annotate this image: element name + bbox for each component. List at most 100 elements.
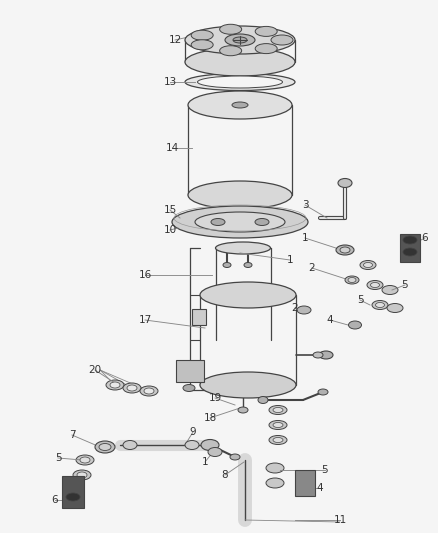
Ellipse shape — [372, 301, 388, 310]
Ellipse shape — [233, 37, 247, 43]
Text: 2: 2 — [309, 263, 315, 273]
Ellipse shape — [144, 388, 154, 394]
Text: 7: 7 — [69, 430, 75, 440]
Text: 1: 1 — [302, 233, 308, 243]
Ellipse shape — [215, 242, 271, 254]
Ellipse shape — [313, 352, 323, 358]
Ellipse shape — [349, 321, 361, 329]
Text: 17: 17 — [138, 315, 152, 325]
Ellipse shape — [200, 282, 296, 308]
Text: 4: 4 — [327, 315, 333, 325]
Ellipse shape — [195, 212, 285, 232]
Ellipse shape — [244, 262, 252, 268]
Ellipse shape — [76, 455, 94, 465]
Ellipse shape — [201, 440, 219, 450]
Ellipse shape — [375, 303, 385, 308]
Text: 14: 14 — [166, 143, 179, 153]
Text: 11: 11 — [333, 515, 346, 525]
Ellipse shape — [66, 493, 80, 501]
Text: 12: 12 — [168, 35, 182, 45]
Ellipse shape — [208, 448, 222, 456]
Ellipse shape — [191, 40, 213, 50]
Bar — [62, 476, 84, 508]
Ellipse shape — [387, 303, 403, 312]
Text: 15: 15 — [163, 205, 177, 215]
Ellipse shape — [271, 35, 293, 45]
Text: 6: 6 — [52, 495, 58, 505]
Text: 20: 20 — [88, 365, 102, 375]
Ellipse shape — [95, 441, 115, 453]
Ellipse shape — [106, 380, 124, 390]
Ellipse shape — [198, 76, 283, 88]
Text: 1: 1 — [201, 457, 208, 467]
Ellipse shape — [188, 91, 292, 119]
Ellipse shape — [382, 286, 398, 295]
Text: 16: 16 — [138, 270, 152, 280]
Ellipse shape — [338, 179, 352, 188]
Ellipse shape — [255, 219, 269, 225]
Ellipse shape — [340, 247, 350, 253]
Text: 18: 18 — [203, 413, 217, 423]
Text: 5: 5 — [55, 453, 61, 463]
Ellipse shape — [367, 280, 383, 289]
Ellipse shape — [348, 278, 356, 282]
Ellipse shape — [185, 48, 295, 76]
Text: 4: 4 — [317, 483, 323, 493]
Ellipse shape — [223, 262, 231, 268]
Ellipse shape — [371, 282, 379, 287]
Ellipse shape — [219, 25, 242, 34]
Ellipse shape — [225, 34, 255, 46]
Ellipse shape — [73, 470, 91, 480]
Text: 5: 5 — [402, 280, 408, 290]
Ellipse shape — [77, 472, 87, 478]
Ellipse shape — [403, 236, 417, 244]
Ellipse shape — [219, 46, 242, 56]
Ellipse shape — [269, 435, 287, 445]
Text: 9: 9 — [190, 427, 196, 437]
Bar — [192, 309, 206, 325]
Ellipse shape — [183, 384, 195, 392]
Ellipse shape — [200, 372, 296, 398]
Ellipse shape — [185, 26, 295, 54]
Ellipse shape — [269, 406, 287, 415]
Text: 3: 3 — [302, 200, 308, 210]
Ellipse shape — [230, 454, 240, 460]
Ellipse shape — [185, 74, 295, 91]
Ellipse shape — [123, 440, 137, 449]
Ellipse shape — [172, 206, 308, 238]
Ellipse shape — [364, 262, 372, 268]
Text: 8: 8 — [222, 470, 228, 480]
Bar — [176, 360, 204, 382]
Text: 1: 1 — [287, 255, 293, 265]
Ellipse shape — [266, 478, 284, 488]
Text: 5: 5 — [357, 295, 363, 305]
Ellipse shape — [127, 385, 137, 391]
Ellipse shape — [110, 382, 120, 388]
Text: 5: 5 — [321, 465, 328, 475]
Text: 13: 13 — [163, 77, 177, 87]
Ellipse shape — [403, 248, 417, 256]
Bar — [400, 234, 420, 262]
Ellipse shape — [191, 30, 213, 40]
Text: 19: 19 — [208, 393, 222, 403]
Ellipse shape — [238, 407, 248, 413]
Ellipse shape — [255, 44, 277, 54]
Ellipse shape — [255, 27, 277, 36]
Ellipse shape — [273, 423, 283, 427]
Ellipse shape — [211, 219, 225, 225]
Bar — [295, 470, 315, 496]
Ellipse shape — [99, 443, 111, 450]
Ellipse shape — [273, 408, 283, 413]
Ellipse shape — [269, 421, 287, 430]
Ellipse shape — [258, 397, 268, 403]
Ellipse shape — [336, 245, 354, 255]
Ellipse shape — [188, 181, 292, 209]
Ellipse shape — [318, 389, 328, 395]
Ellipse shape — [185, 440, 199, 449]
Ellipse shape — [123, 383, 141, 393]
Ellipse shape — [273, 438, 283, 442]
Ellipse shape — [319, 351, 333, 359]
Ellipse shape — [140, 386, 158, 396]
Text: 10: 10 — [163, 225, 177, 235]
Ellipse shape — [232, 102, 248, 108]
